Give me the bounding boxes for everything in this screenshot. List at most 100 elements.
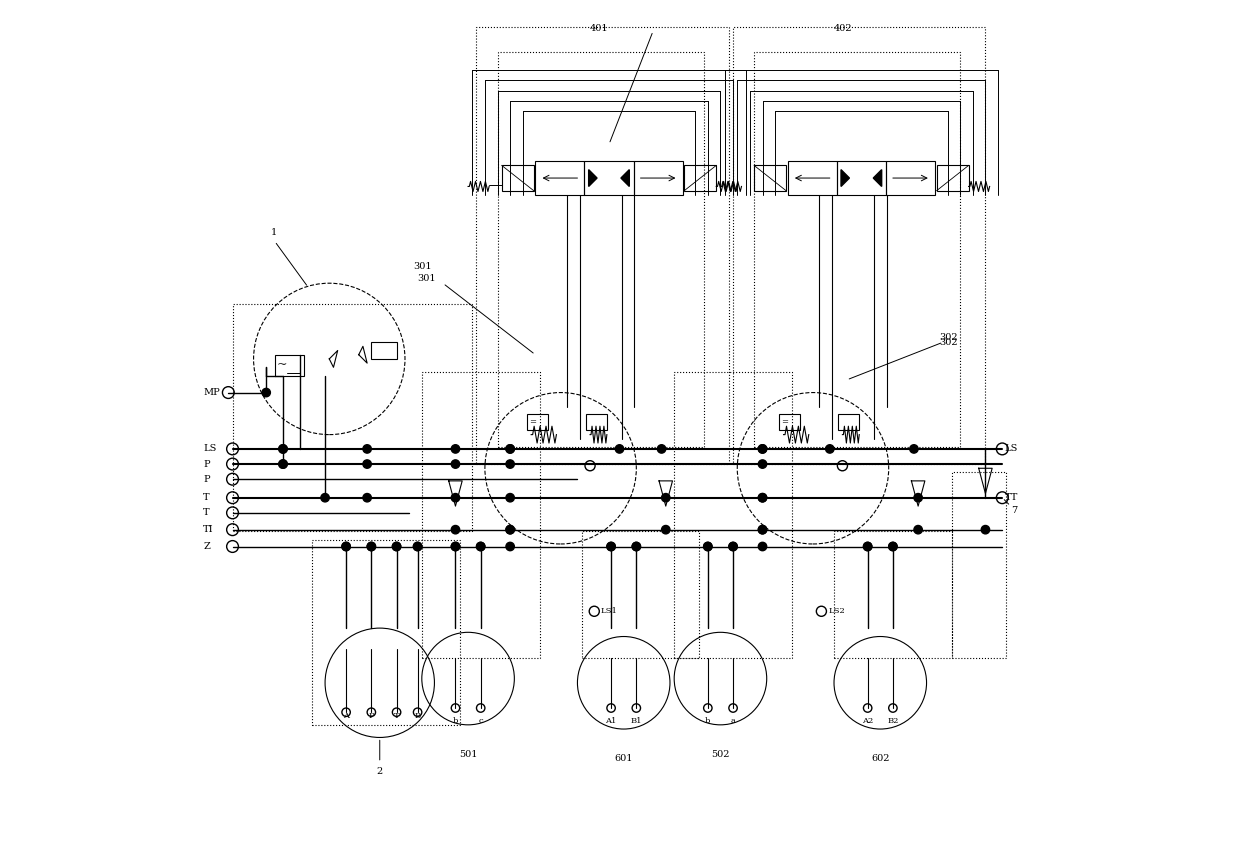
Text: 302: 302 <box>939 333 958 343</box>
Text: 602: 602 <box>871 754 890 763</box>
Bar <box>674 371 792 657</box>
Circle shape <box>279 460 287 468</box>
Circle shape <box>909 445 918 453</box>
Text: A1: A1 <box>606 717 617 725</box>
Text: 502: 502 <box>711 749 730 759</box>
Bar <box>581 532 700 657</box>
Text: TT: TT <box>1005 493 1018 502</box>
Circle shape <box>758 526 767 534</box>
Circle shape <box>506 494 514 502</box>
Polygon shape <box>873 170 882 187</box>
Circle shape <box>477 543 484 550</box>
Circle shape <box>414 543 421 550</box>
Circle shape <box>758 445 767 453</box>
Circle shape <box>632 543 641 550</box>
Bar <box>937 165 969 191</box>
Bar <box>535 161 585 195</box>
Circle shape <box>393 543 400 550</box>
Text: B: B <box>415 712 421 721</box>
Circle shape <box>393 543 400 550</box>
Circle shape <box>758 494 767 502</box>
Circle shape <box>279 460 287 468</box>
Circle shape <box>506 526 514 534</box>
Bar <box>788 161 836 195</box>
Text: T: T <box>203 508 209 517</box>
Bar <box>586 414 607 430</box>
Circle shape <box>367 543 375 550</box>
Circle shape <box>914 526 922 534</box>
Circle shape <box>864 543 872 550</box>
Text: 301: 301 <box>418 274 436 284</box>
Text: c: c <box>478 717 483 725</box>
Circle shape <box>261 388 270 397</box>
Circle shape <box>662 494 670 502</box>
Bar <box>372 342 396 359</box>
Circle shape <box>451 494 460 502</box>
Bar <box>527 414 548 430</box>
Bar <box>733 27 985 464</box>
Circle shape <box>506 445 514 453</box>
Circle shape <box>607 543 616 550</box>
Circle shape <box>607 543 616 550</box>
Text: b: b <box>705 717 710 725</box>
Text: a: a <box>731 717 736 725</box>
Circle shape <box>914 494 922 502</box>
Text: A2: A2 <box>862 717 873 725</box>
Circle shape <box>888 543 897 550</box>
Text: 601: 601 <box>615 754 633 763</box>
Circle shape <box>662 526 670 534</box>
Bar <box>233 304 472 532</box>
Bar <box>779 414 800 430</box>
Circle shape <box>342 543 351 550</box>
Circle shape <box>729 543 737 550</box>
Text: P: P <box>203 474 209 484</box>
Circle shape <box>451 460 460 468</box>
Circle shape <box>477 543 484 550</box>
Bar <box>585 161 633 195</box>
Circle shape <box>506 526 514 534</box>
Bar <box>755 51 960 447</box>
Circle shape <box>704 543 712 550</box>
Text: 2: 2 <box>377 766 383 776</box>
Circle shape <box>506 543 514 550</box>
Circle shape <box>321 494 330 502</box>
Text: T: T <box>203 493 209 502</box>
Circle shape <box>451 543 460 550</box>
Bar <box>839 414 860 430</box>
Text: 1: 1 <box>270 228 276 237</box>
Text: ~: ~ <box>276 359 286 371</box>
Circle shape <box>825 445 834 453</box>
Text: 7: 7 <box>1011 506 1017 515</box>
Circle shape <box>279 445 287 453</box>
Bar <box>498 51 704 447</box>
Text: =: = <box>529 418 535 426</box>
Text: P: P <box>203 460 209 468</box>
Bar <box>952 473 1006 657</box>
Text: T: T <box>394 712 399 721</box>
Bar <box>312 540 460 725</box>
Circle shape <box>342 543 351 550</box>
Text: P: P <box>368 712 374 721</box>
Circle shape <box>864 543 872 550</box>
Text: 302: 302 <box>939 338 958 347</box>
Text: 501: 501 <box>458 749 477 759</box>
Text: B2: B2 <box>887 717 898 725</box>
Text: 401: 401 <box>590 24 608 33</box>
Text: =: = <box>781 418 788 426</box>
Bar <box>477 27 729 464</box>
Circle shape <box>506 460 514 468</box>
Text: A: A <box>343 712 349 721</box>
Circle shape <box>451 526 460 534</box>
Bar <box>633 161 683 195</box>
Circle shape <box>616 445 623 453</box>
Circle shape <box>363 445 372 453</box>
Text: Z: Z <box>203 542 209 551</box>
Text: b: b <box>452 717 458 725</box>
Circle shape <box>506 445 514 453</box>
Bar <box>755 165 786 191</box>
Bar <box>836 161 886 195</box>
Bar <box>684 165 716 191</box>
Bar <box>275 354 304 376</box>
Circle shape <box>729 543 737 550</box>
Polygon shape <box>621 170 629 187</box>
